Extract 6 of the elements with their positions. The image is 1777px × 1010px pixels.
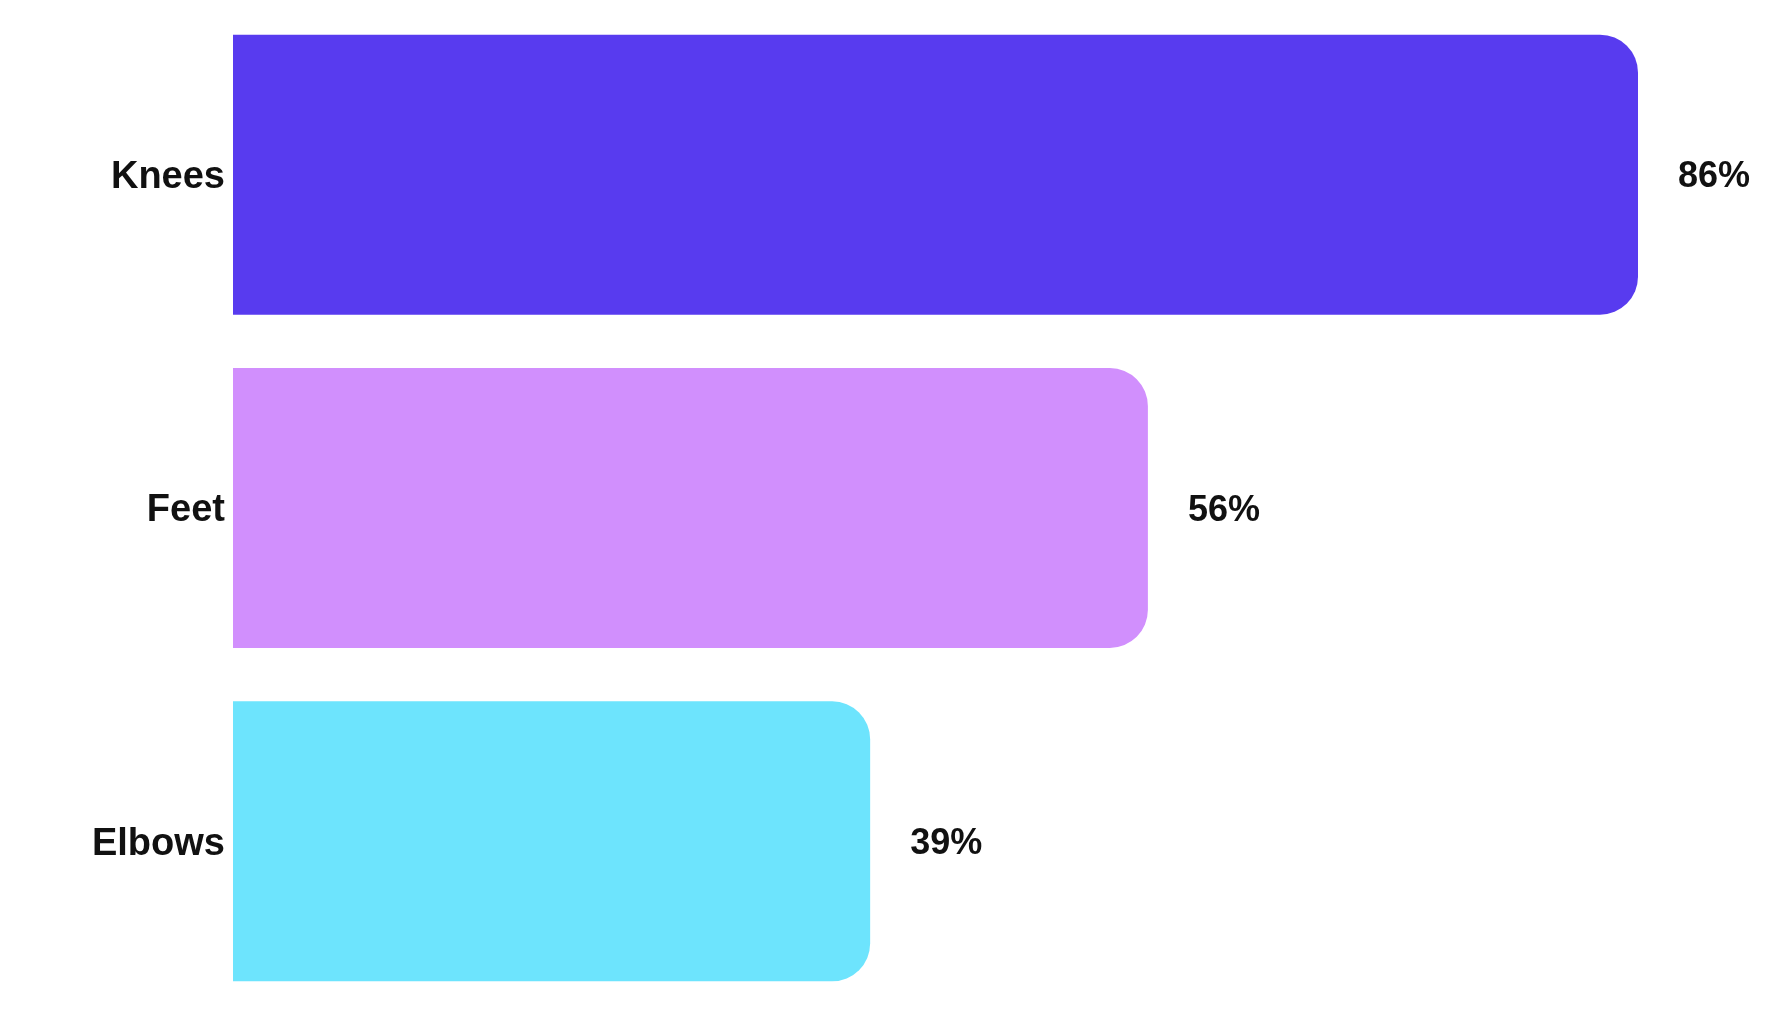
y-tick-label: Knees [110,154,225,197]
y-tick-label: Feet [146,487,226,530]
y-tick-label: Elbows [91,820,225,863]
data-label: 39% [910,821,983,863]
data-label: 86% [1678,154,1751,196]
data-label: 56% [1187,487,1260,529]
